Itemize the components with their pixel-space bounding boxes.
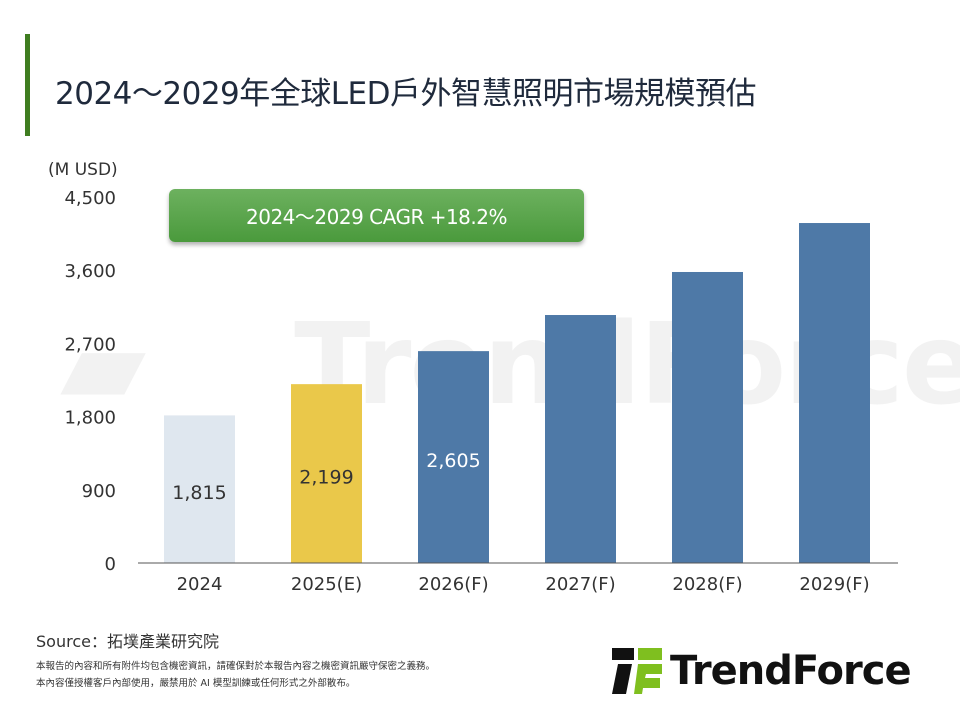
x-tick-label: 2025(E) bbox=[291, 574, 362, 595]
y-tick-label: 0 bbox=[105, 554, 116, 575]
y-tick-label: 1,800 bbox=[64, 408, 116, 429]
y-tick-label: 2,700 bbox=[64, 334, 116, 355]
x-tick-label: 2026(F) bbox=[418, 574, 488, 595]
bar-2024 bbox=[164, 415, 235, 563]
x-tick-label: 2027(F) bbox=[545, 574, 615, 595]
logo-icon bbox=[612, 648, 662, 694]
source: Source：拓墣產業研究院 bbox=[36, 632, 219, 651]
disclaimer-line-2: 本內容僅授權客戶內部使用，嚴禁用於 AI 模型訓練或任何形式之外部散布。 bbox=[36, 678, 356, 689]
disclaimer-line-1: 本報告的內容和所有附件均包含機密資訊，請確保對於本報告內容之機密資訊嚴守保密之義… bbox=[36, 661, 436, 672]
y-axis-label: (M USD) bbox=[48, 160, 118, 180]
cagr-banner: 2024～2029 CAGR +18.2% bbox=[169, 189, 584, 242]
trendforce-logo: TrendForce bbox=[612, 648, 912, 694]
bar-2027(F) bbox=[545, 315, 616, 563]
title-accent-bar bbox=[25, 34, 30, 136]
data-label: 2,199 bbox=[299, 467, 353, 489]
bar-2025(E) bbox=[291, 384, 362, 563]
bar-2028(F) bbox=[672, 271, 743, 563]
bar-2026(F) bbox=[418, 351, 489, 563]
x-tick-label: 2024 bbox=[177, 574, 223, 595]
x-tick-label: 2028(F) bbox=[672, 574, 742, 595]
y-tick-label: 3,600 bbox=[64, 261, 116, 282]
x-tick-label: 2029(F) bbox=[799, 574, 869, 595]
logo-text: TrendForce bbox=[670, 648, 912, 694]
page-title: 2024～2029年全球LED戶外智慧照明市場規模預估 bbox=[55, 76, 757, 112]
bar-2029(F) bbox=[799, 223, 870, 563]
data-label: 1,815 bbox=[172, 482, 226, 504]
y-tick-label: 900 bbox=[82, 481, 116, 502]
y-tick-label: 4,500 bbox=[64, 188, 116, 209]
data-label: 2,605 bbox=[426, 450, 480, 472]
